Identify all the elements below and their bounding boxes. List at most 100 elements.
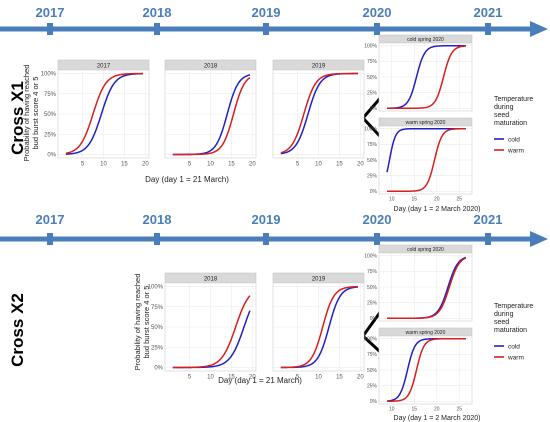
y-tick-label: 0% <box>154 366 163 372</box>
y-tick-label: 100% <box>364 253 377 259</box>
y-tick-label: 0% <box>370 106 378 112</box>
y-tick-label: 50% <box>367 75 378 81</box>
x-tick-label: 15 <box>336 162 343 168</box>
chart-panel-2: 2018 5 10 15 20 <box>164 59 256 168</box>
x-tick-label: 15 <box>411 197 417 203</box>
legend-title: seed <box>494 112 509 119</box>
timeline-2: 2017 2018 2019 2020 2021 <box>0 212 548 247</box>
x-tick-label: 15 <box>228 162 235 168</box>
timeline-arrowhead <box>530 21 548 37</box>
timeline-year-label: 2019 <box>252 5 281 20</box>
y-tick-label: 0% <box>370 189 378 195</box>
x-tick-label: 10 <box>315 162 322 168</box>
x-tick-label: 5 <box>188 162 192 168</box>
x-tick-label: 10 <box>207 375 214 381</box>
x-tick-label: 5 <box>296 162 300 168</box>
y-tick-label: 25% <box>367 90 378 96</box>
cross-label: Cross X2 <box>8 293 27 367</box>
y-tick-label: 100% <box>364 126 377 132</box>
panel-title: cold spring 2020 <box>407 37 444 43</box>
y-tick-label: 25% <box>151 345 164 351</box>
timeline-arrowhead <box>530 231 548 247</box>
x-tick-label: 15 <box>121 162 128 168</box>
x-tick-label: 10 <box>389 197 395 203</box>
timeline-tick <box>485 23 491 35</box>
legend-title: maturation <box>494 120 527 127</box>
series-line-warm <box>65 72 143 155</box>
chart-panel-9: warm spring 2020 0% 25% 50% 75% 100% 10 15 20 25 <box>364 327 473 413</box>
legend-label: cold <box>508 137 520 144</box>
panel-title: 2019 <box>312 276 326 282</box>
y-tick-label: 50% <box>367 158 378 164</box>
timeline-year-label: 2017 <box>36 212 65 227</box>
y-axis-title: Probability of having reached <box>133 274 142 371</box>
x-tick-label: 20 <box>249 162 256 168</box>
timeline-year-label: 2017 <box>36 5 65 20</box>
timeline-tick <box>154 23 160 35</box>
x-tick-label: 20 <box>357 375 364 381</box>
legend-title: seed <box>494 319 509 326</box>
x-tick-label: 15 <box>336 375 343 381</box>
x-tick-label: 25 <box>456 197 462 203</box>
x-tick-label: 10 <box>389 407 395 413</box>
x-tick-label: 10 <box>100 162 107 168</box>
chart-panel-6: 2018 0% 25% 50% 75% 100% 5 10 15 20 <box>148 272 256 381</box>
chart-panel-4: cold spring 2020 0% 25% 50% 75% 100% <box>364 34 473 112</box>
x-axis-title: Day (day 1 = 21 March) <box>145 175 229 184</box>
legend-title: during <box>494 311 514 318</box>
series-line-warm <box>172 76 251 156</box>
timeline-tick <box>263 23 269 35</box>
timeline-tick <box>485 233 491 245</box>
legend-title: during <box>494 104 514 111</box>
panel-title: cold spring 2020 <box>407 247 444 253</box>
x-tick-label: 25 <box>456 407 462 413</box>
panel-title: warm spring 2020 <box>406 330 446 336</box>
x-tick-label: 15 <box>411 407 417 413</box>
timeline-year-label: 2021 <box>474 5 503 20</box>
timeline-year-label: 2019 <box>252 212 281 227</box>
y-tick-label: 75% <box>367 59 378 65</box>
chart-panel-3: 2019 5 10 15 20 <box>272 59 364 168</box>
series-line-warm <box>280 285 358 369</box>
series-line-warm <box>387 257 467 320</box>
y-tick-label: 50% <box>44 112 57 118</box>
timeline-1: 2017 2018 2019 2020 2021 <box>0 5 548 37</box>
cross-label: Cross X1 <box>8 81 27 155</box>
y-tick-label: 0% <box>47 153 56 159</box>
y-axis-title: Probability of having reached <box>22 65 31 162</box>
y-tick-label: 75% <box>151 305 164 311</box>
x-tick-label: 10 <box>207 162 214 168</box>
panel-title: warm spring 2020 <box>406 120 446 126</box>
y-tick-label: 75% <box>44 92 57 98</box>
y-tick-label: 0% <box>370 316 378 322</box>
y-tick-label: 25% <box>367 300 378 306</box>
series-line-warm <box>172 295 251 369</box>
series-line-warm <box>386 337 466 403</box>
x-tick-label: 20 <box>249 375 256 381</box>
x-tick-label: 10 <box>315 375 322 381</box>
chart-panel-1: 2017 0% 25% 50% 75% 100% 5 10 15 20 <box>41 59 149 168</box>
y-tick-label: 100% <box>364 43 377 49</box>
y-tick-label: 100% <box>364 336 377 342</box>
y-tick-label: 50% <box>367 368 378 374</box>
timeline-tick <box>47 233 53 245</box>
x-tick-label: 20 <box>357 162 364 168</box>
legend-title: Temperature <box>494 96 533 103</box>
y-tick-label: 0% <box>370 399 378 405</box>
y-tick-label: 75% <box>367 142 378 148</box>
panel-title: 2018 <box>204 63 218 69</box>
series-line-warm <box>387 45 466 110</box>
y-tick-label: 25% <box>44 132 57 138</box>
y-tick-label: 50% <box>151 325 164 331</box>
y-tick-label: 25% <box>367 383 378 389</box>
timeline-year-label: 2020 <box>363 212 392 227</box>
legend-title: maturation <box>494 327 527 334</box>
x-tick-label: 5 <box>188 375 192 381</box>
timeline-year-label: 2018 <box>143 5 172 20</box>
y-tick-label: 25% <box>367 173 378 179</box>
y-tick-label: 100% <box>41 72 57 78</box>
x-tick-label: 20 <box>142 162 149 168</box>
timeline-tick <box>263 233 269 245</box>
y-tick-label: 75% <box>367 269 378 275</box>
